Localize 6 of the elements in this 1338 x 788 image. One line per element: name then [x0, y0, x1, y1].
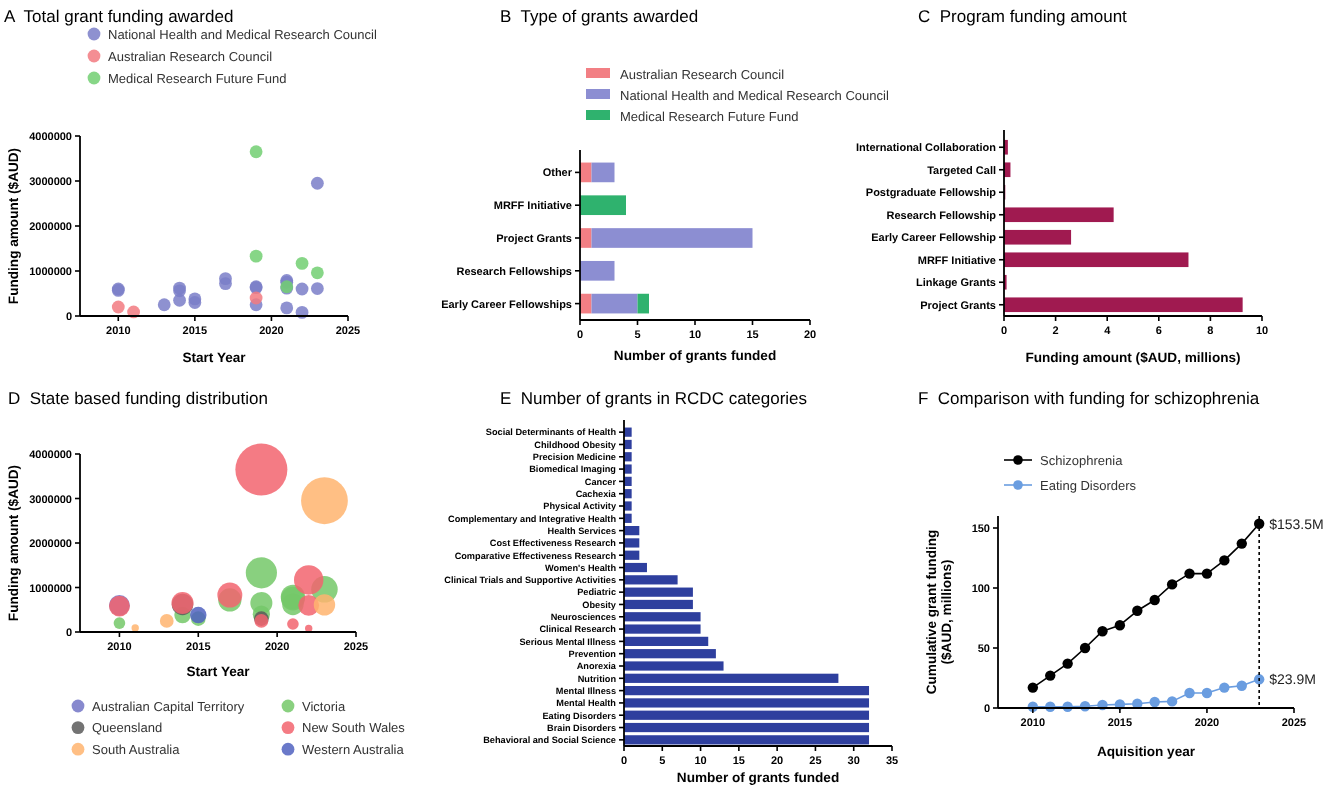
chart-title: B Type of grants awarded	[500, 6, 699, 26]
chart-title: C Program funding amount	[918, 6, 1129, 26]
chart-title: F Comparison with funding for schizophrenia	[918, 388, 1260, 408]
chart-title: D State based funding distribution	[8, 388, 269, 408]
chart-title: E Number of grants in RCDC categories	[500, 388, 808, 408]
chart-title: A Total grant funding awarded	[4, 6, 234, 26]
